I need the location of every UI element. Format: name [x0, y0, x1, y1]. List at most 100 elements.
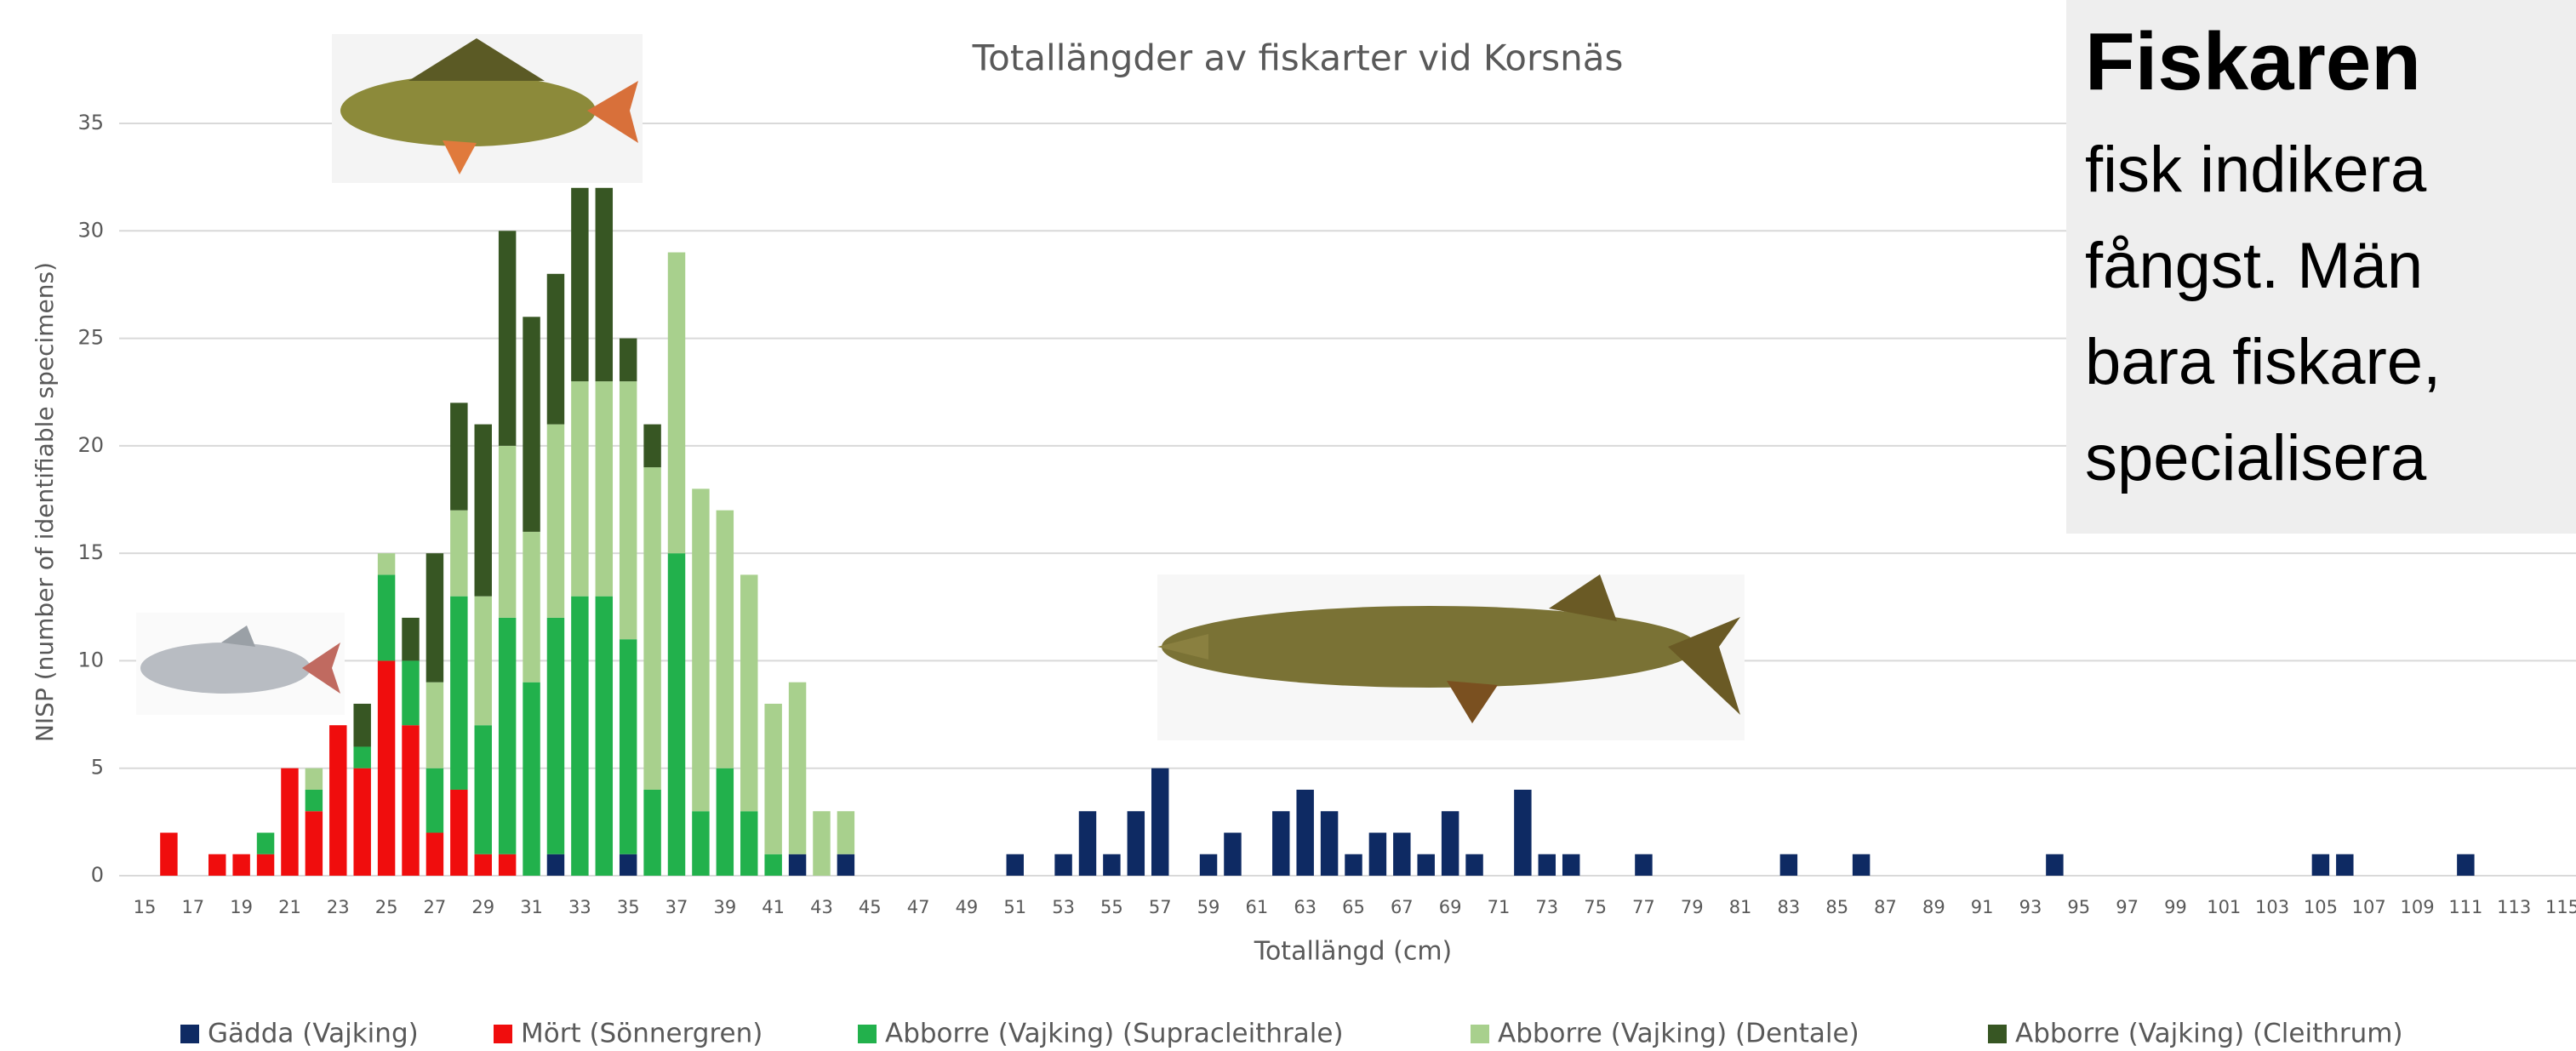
bar-segment — [2046, 854, 2063, 876]
bar-segment — [1635, 854, 1652, 876]
bar-segment — [499, 446, 516, 618]
x-tick-label: 19 — [230, 897, 253, 917]
bar-segment — [571, 188, 588, 381]
x-tick-label: 47 — [907, 897, 930, 917]
bar-segment — [740, 574, 757, 811]
x-tick-label: 97 — [2116, 897, 2139, 917]
bar-segment — [620, 381, 637, 639]
x-tick-label: 41 — [762, 897, 785, 917]
x-tick-label: 77 — [1632, 897, 1655, 917]
x-tick-label: 35 — [617, 897, 640, 917]
x-tick-label: 49 — [956, 897, 979, 917]
bar-segment — [571, 381, 588, 597]
x-tick-label: 65 — [1342, 897, 1365, 917]
x-tick-label: 61 — [1245, 897, 1268, 917]
x-axis-title: Totallängd (cm) — [1254, 937, 1453, 967]
bar-segment — [1442, 811, 1459, 876]
x-tick-label: 31 — [520, 897, 543, 917]
bar-segment — [1128, 811, 1145, 876]
legend-swatch — [1988, 1025, 2007, 1043]
x-tick-label: 39 — [713, 897, 736, 917]
x-tick-label: 91 — [1971, 897, 1994, 917]
bar-segment — [426, 683, 443, 768]
x-tick-label: 43 — [810, 897, 833, 917]
bar-segment — [1562, 854, 1579, 876]
legend-label: Gädda (Vajking) — [208, 1019, 419, 1049]
bar-segment — [547, 854, 564, 876]
pike-image — [1157, 574, 1745, 740]
bar-segment — [837, 811, 854, 854]
bar-segment — [643, 425, 660, 468]
bar-segment — [475, 425, 492, 597]
bar-segment — [378, 660, 395, 876]
x-tick-label: 89 — [1922, 897, 1945, 917]
x-tick-label: 83 — [1778, 897, 1801, 917]
bar-segment — [740, 811, 757, 876]
bar-segment — [1103, 854, 1120, 876]
x-tick-label: 81 — [1729, 897, 1752, 917]
bar-segment — [1151, 768, 1168, 876]
x-tick-label: 37 — [665, 897, 688, 917]
bar-segment — [281, 768, 298, 876]
bar-segment — [378, 553, 395, 574]
y-tick-label: 25 — [77, 326, 104, 350]
bar-segment — [547, 618, 564, 854]
bar-segment — [523, 683, 540, 876]
bar-segment — [717, 511, 734, 768]
bar-segment — [1393, 832, 1410, 876]
x-tick-label: 79 — [1681, 897, 1704, 917]
panel-line: specialisera — [2085, 422, 2427, 494]
bar-segment — [692, 811, 709, 876]
bar-segment — [1321, 811, 1338, 876]
legend-label: Mört (Sönnergren) — [521, 1019, 763, 1049]
bar-segment — [306, 790, 323, 811]
bar-segment — [499, 231, 516, 446]
x-tick-label: 63 — [1294, 897, 1317, 917]
bar-segment — [523, 532, 540, 683]
bar-segment — [789, 683, 806, 854]
legend-label: Abborre (Vajking) (Dentale) — [1498, 1019, 1859, 1049]
bar-segment — [450, 790, 467, 876]
bar-segment — [402, 618, 419, 661]
roach-image — [136, 613, 345, 715]
y-tick-label: 15 — [77, 540, 104, 564]
perch-image — [332, 34, 643, 183]
bar-segment — [1418, 854, 1435, 876]
x-tick-label: 107 — [2352, 897, 2386, 917]
bar-segment — [475, 854, 492, 876]
bar-segment — [306, 768, 323, 790]
x-tick-label: 85 — [1825, 897, 1848, 917]
bar-segment — [547, 274, 564, 425]
x-tick-label: 25 — [375, 897, 398, 917]
bar-segment — [764, 854, 781, 876]
x-tick-label: 93 — [2019, 897, 2042, 917]
x-tick-label: 27 — [424, 897, 447, 917]
chart-title: Totallängder av fiskarter vid Korsnäs — [972, 37, 1624, 79]
y-tick-label: 10 — [77, 648, 104, 671]
x-tick-label: 109 — [2400, 897, 2434, 917]
bar-segment — [402, 660, 419, 725]
bar-segment — [2336, 854, 2353, 876]
x-tick-label: 23 — [327, 897, 350, 917]
bar-segment — [1853, 854, 1870, 876]
bar-segment — [329, 725, 346, 876]
bar-segment — [596, 597, 613, 876]
x-tick-label: 67 — [1391, 897, 1414, 917]
bar-segment — [353, 704, 370, 747]
bar-segment — [717, 768, 734, 876]
bar-segment — [789, 854, 806, 876]
x-tick-label: 73 — [1535, 897, 1558, 917]
bar-segment — [596, 188, 613, 381]
y-tick-label: 35 — [77, 111, 104, 134]
bar-segment — [643, 790, 660, 876]
bar-segment — [1224, 832, 1241, 876]
x-tick-label: 45 — [859, 897, 882, 917]
chart: 0510152025303515171921232527293133353739… — [0, 0, 2576, 1051]
x-tick-label: 105 — [2304, 897, 2338, 917]
bar-segment — [402, 725, 419, 876]
bar-segment — [2457, 854, 2474, 876]
bar-segment — [475, 725, 492, 854]
bar-segment — [668, 253, 685, 554]
y-tick-label: 0 — [91, 863, 104, 887]
bar-segment — [450, 403, 467, 510]
